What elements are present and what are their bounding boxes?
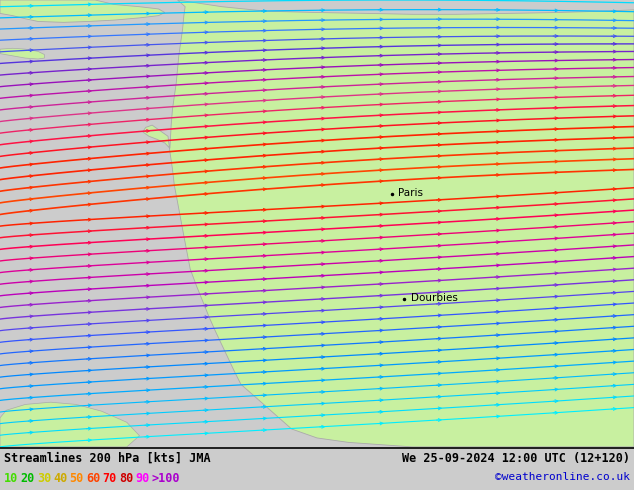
Text: >100: >100 [152,472,180,485]
Text: 50: 50 [70,472,84,485]
Text: 10: 10 [4,472,18,485]
Polygon shape [0,402,139,447]
Polygon shape [0,48,44,59]
Text: Paris: Paris [398,188,423,198]
Text: Dourbies: Dourbies [411,293,458,303]
Text: 40: 40 [53,472,67,485]
Polygon shape [143,0,634,447]
Text: 90: 90 [135,472,150,485]
Text: 20: 20 [20,472,35,485]
Text: 60: 60 [86,472,100,485]
Text: 70: 70 [103,472,117,485]
Text: We 25-09-2024 12:00 UTC (12+120): We 25-09-2024 12:00 UTC (12+120) [402,452,630,465]
Text: ©weatheronline.co.uk: ©weatheronline.co.uk [495,472,630,482]
Text: 30: 30 [37,472,51,485]
Text: 80: 80 [119,472,133,485]
Text: Streamlines 200 hPa [kts] JMA: Streamlines 200 hPa [kts] JMA [4,452,210,465]
Polygon shape [0,0,165,23]
